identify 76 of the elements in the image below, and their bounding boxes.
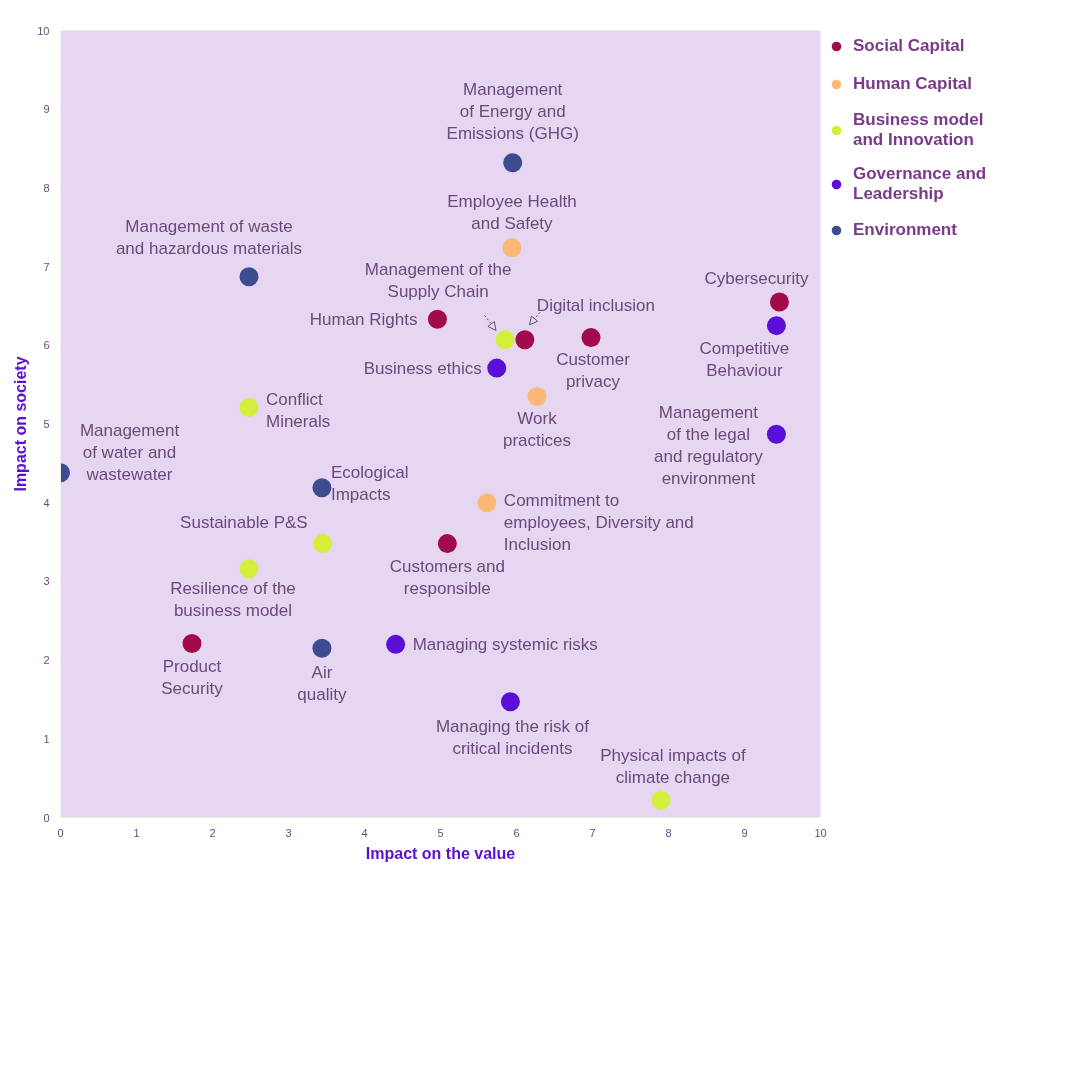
point — [500, 692, 520, 712]
point — [503, 153, 523, 173]
y-tick-label: 6 — [43, 339, 50, 352]
point — [239, 267, 259, 287]
point — [502, 238, 522, 258]
annotation: Physical impacts of climate change — [600, 745, 746, 787]
y-tick-label: 7 — [43, 260, 50, 273]
annotation: Competitive Behaviour — [699, 339, 790, 381]
annotation: Sustainable P&S — [180, 513, 308, 533]
annotation: Human Rights — [309, 309, 418, 329]
legend-label: Environment — [853, 220, 958, 240]
annotation: Work practices — [503, 408, 572, 450]
y-axis-title: Impact on society — [12, 356, 30, 492]
annotation: Managing systemic risks — [412, 634, 598, 654]
point — [766, 424, 786, 444]
legend-label: Governance and Leadership — [853, 164, 988, 204]
annotation: Management of water and wastewater — [79, 421, 180, 485]
annotation: Digital inclusion — [536, 296, 655, 316]
y-tick-label: 1 — [43, 732, 50, 745]
annotation: Customer privacy — [556, 349, 631, 391]
annotation: Customers and responsible — [389, 557, 505, 599]
x-tick-label: 6 — [513, 826, 520, 839]
point — [651, 790, 671, 810]
point — [239, 397, 259, 417]
legend-label: Social Capital — [853, 36, 966, 56]
point — [182, 634, 202, 654]
x-tick-label: 7 — [589, 826, 596, 839]
legend-label: Human Capital — [853, 74, 974, 94]
point — [239, 559, 259, 579]
y-tick-label: 10 — [37, 24, 50, 37]
annotation: Commitment to employees, Diversity and Inclusion — [503, 491, 694, 555]
y-tick-label: 3 — [43, 575, 50, 588]
annotation: Management of the Supply Chain — [364, 260, 512, 302]
y-tick-label: 5 — [43, 418, 50, 430]
x-axis-title: Impact on the value — [365, 844, 516, 862]
y-tick-label: 8 — [43, 181, 50, 194]
y-tick-label: 2 — [43, 654, 50, 667]
x-tick-label: 4 — [361, 826, 368, 839]
legend-label: Business model and Innovation — [853, 110, 985, 150]
point — [312, 638, 332, 658]
annotation: Management of the legal and regulatory environment — [654, 402, 764, 488]
annotation: Cybersecurity — [704, 268, 809, 288]
point — [386, 634, 406, 654]
y-tick-label: 9 — [43, 103, 50, 116]
point — [487, 358, 507, 378]
point — [515, 330, 535, 350]
annotation: Employee Health and Safety — [447, 192, 577, 234]
x-tick-label: 10 — [814, 826, 827, 839]
x-tick-label: 3 — [285, 826, 292, 839]
y-tick-label: 4 — [43, 496, 50, 509]
point — [437, 534, 457, 554]
x-tick-label: 8 — [665, 826, 672, 839]
annotation: Management of waste and hazardous materials — [115, 217, 303, 259]
point — [477, 493, 497, 513]
annotation: Managing the risk of critical incidents — [435, 717, 590, 759]
x-tick-label: 0 — [57, 826, 64, 839]
annotation: Product Security — [161, 657, 224, 699]
x-tick-label: 5 — [437, 826, 444, 839]
x-tick-label: 2 — [209, 826, 216, 839]
x-tick-label: 9 — [741, 826, 748, 839]
point — [766, 316, 786, 336]
point — [313, 534, 333, 554]
x-tick-label: 1 — [133, 826, 140, 839]
annotation: Business ethics — [363, 358, 482, 378]
annotation: Management of Energy and Emissions (GHG) — [446, 80, 579, 144]
point — [527, 386, 547, 406]
point — [769, 292, 789, 312]
point — [495, 330, 515, 350]
y-tick-label: 0 — [43, 811, 50, 824]
annotation: Ecological Impacts — [330, 463, 409, 505]
annotation: Resilience of the business model — [170, 579, 296, 621]
annotation: Air quality — [297, 662, 348, 704]
point — [312, 478, 332, 498]
annotation: Conflict Minerals — [265, 389, 331, 431]
point — [427, 309, 447, 329]
point — [581, 327, 601, 347]
